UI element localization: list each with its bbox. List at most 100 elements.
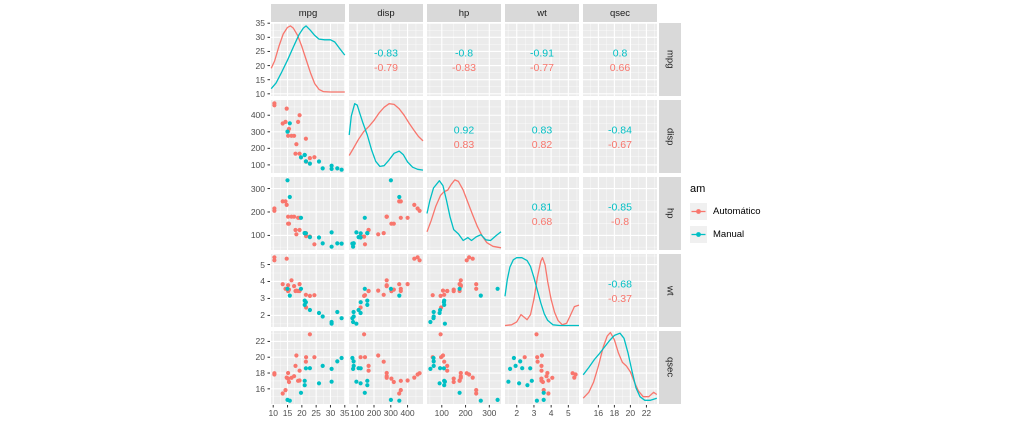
y-tick-label-disp-300: 300	[250, 126, 265, 137]
y-tick-label-qsec-20: 20	[255, 352, 265, 363]
corr-value-manual: -0.91	[530, 47, 554, 59]
x-tick-label-disp-300: 300	[383, 408, 398, 418]
density-curve-Manual	[582, 332, 658, 401]
legend-item-automatico: Automático	[690, 203, 761, 220]
legend-label-manual: Manual	[713, 229, 745, 240]
y-tick-label-mpg-35: 35	[255, 18, 265, 29]
panel-canvas	[267, 331, 346, 408]
corr-value-automatico: -0.77	[530, 62, 554, 74]
panel-canvas	[505, 331, 579, 408]
x-tick-label-wt-3: 3	[531, 408, 537, 418]
panel-disp-qsec-correlation: -0.84 -0.67	[583, 100, 657, 173]
panel-canvas: 0.92 0.83	[427, 100, 501, 173]
panel-hp-wt-correlation: 0.81 0.68	[505, 177, 579, 250]
panel-wt-disp-scatter	[349, 254, 423, 327]
x-tick-label-wt-2: 2	[514, 408, 520, 418]
x-tick-label-wt-5: 5	[565, 408, 571, 418]
x-tick-label-mpg-20: 20	[297, 408, 307, 418]
corr-value-automatico: 0.66	[610, 62, 631, 74]
density-curve-Automático	[582, 331, 658, 399]
row-strip-wt: wt	[659, 254, 681, 327]
panel-mpg-disp-correlation: -0.83 -0.79	[349, 22, 423, 96]
corr-value-automatico: -0.37	[608, 293, 632, 305]
panel-canvas	[267, 254, 346, 327]
x-tick-label-disp-400: 400	[400, 408, 415, 418]
y-tick-label-qsec-22: 22	[255, 336, 265, 347]
corr-value-manual: -0.8	[455, 47, 473, 59]
y-tick-label-qsec-18: 18	[255, 368, 265, 379]
x-tick-label-qsec-20: 20	[625, 408, 636, 418]
y-tick-label-hp-300: 300	[250, 183, 265, 194]
y-tick-label-disp-200: 200	[250, 143, 265, 154]
x-tick-label-mpg-35: 35	[340, 408, 350, 418]
y-tick-label-wt-3: 3	[260, 293, 265, 304]
legend: am Automático Manual	[690, 183, 761, 249]
density-curve-Automático	[348, 103, 424, 156]
legend-key-glyph	[691, 232, 706, 237]
panel-qsec-wt-scatter	[505, 331, 579, 408]
panel-disp-mpg-scatter	[267, 100, 346, 173]
panel-canvas: 0.8 0.66	[583, 22, 657, 96]
panel-canvas	[427, 254, 501, 327]
corr-value-automatico: -0.67	[608, 139, 632, 151]
x-tick-label-hp-100: 100	[434, 408, 449, 418]
x-tick-label-hp-300: 300	[482, 408, 497, 418]
y-tick-label-wt-5: 5	[260, 259, 265, 270]
panel-mpg-mpg-density	[267, 22, 346, 96]
density-curve-Manual	[504, 257, 579, 327]
x-tick-label-mpg-15: 15	[282, 408, 293, 418]
panel-canvas: -0.85 -0.8	[583, 177, 657, 250]
row-strip-disp: disp	[659, 100, 681, 173]
corr-value-manual: 0.83	[532, 124, 553, 136]
y-tick-label-mpg-20: 20	[255, 60, 265, 71]
panel-qsec-disp-scatter	[349, 331, 423, 408]
panel-canvas	[426, 177, 502, 250]
corr-value-automatico: 0.68	[532, 216, 553, 228]
corr-value-manual: -0.84	[608, 124, 632, 136]
corr-value-manual: -0.68	[608, 278, 632, 290]
corr-value-automatico: -0.83	[452, 62, 476, 74]
density-curve-Manual	[348, 103, 424, 171]
panel-canvas	[427, 331, 501, 408]
panel-canvas: -0.83 -0.79	[349, 22, 423, 96]
panel-disp-hp-correlation: 0.92 0.83	[427, 100, 501, 173]
y-tick-label-mpg-15: 15	[255, 74, 265, 85]
corr-value-manual: -0.85	[608, 201, 632, 213]
x-tick-label-mpg-30: 30	[325, 408, 336, 418]
legend-label-automatico: Automático	[713, 206, 761, 217]
x-tick-label-qsec-22: 22	[641, 408, 652, 418]
panel-wt-mpg-scatter	[267, 254, 346, 327]
corr-value-manual: 0.8	[613, 47, 628, 59]
column-strip-qsec: qsec	[583, 4, 657, 22]
y-tick-label-wt-2: 2	[260, 310, 265, 321]
legend-item-manual: Manual	[690, 226, 761, 243]
y-tick-label-qsec-16: 16	[255, 383, 265, 394]
panel-hp-hp-density	[426, 177, 502, 250]
panel-canvas	[504, 254, 580, 327]
legend-title: am	[690, 183, 706, 195]
y-tick-label-mpg-30: 30	[255, 32, 265, 43]
panel-canvas	[582, 331, 658, 408]
row-strip-mpg: mpg	[659, 23, 681, 96]
panel-canvas	[349, 331, 423, 408]
legend-key-manual-icon	[690, 226, 707, 243]
corr-value-automatico: -0.8	[611, 216, 629, 228]
y-tick-label-disp-100: 100	[250, 159, 265, 170]
panel-canvas	[349, 254, 423, 327]
x-tick-label-disp-100: 100	[350, 408, 365, 418]
y-tick-label-mpg-25: 25	[255, 46, 265, 57]
corr-value-automatico: -0.79	[374, 62, 398, 74]
legend-key-glyph	[691, 209, 706, 214]
panel-canvas: -0.68 -0.37	[583, 254, 657, 327]
row-strip-qsec: qsec	[659, 331, 681, 404]
panel-canvas: -0.91 -0.77	[505, 22, 579, 96]
panel-mpg-wt-correlation: -0.91 -0.77	[505, 22, 579, 96]
y-tick-label-hp-200: 200	[250, 206, 265, 217]
y-tick-label-hp-100: 100	[250, 230, 265, 241]
density-curve-Automático	[426, 179, 502, 249]
x-tick-label-hp-200: 200	[458, 408, 473, 418]
panel-canvas: 0.81 0.68	[505, 177, 579, 250]
column-strip-mpg: mpg	[271, 4, 345, 22]
x-tick-label-mpg-10: 10	[268, 408, 278, 418]
density-curve-Automático	[504, 257, 580, 327]
